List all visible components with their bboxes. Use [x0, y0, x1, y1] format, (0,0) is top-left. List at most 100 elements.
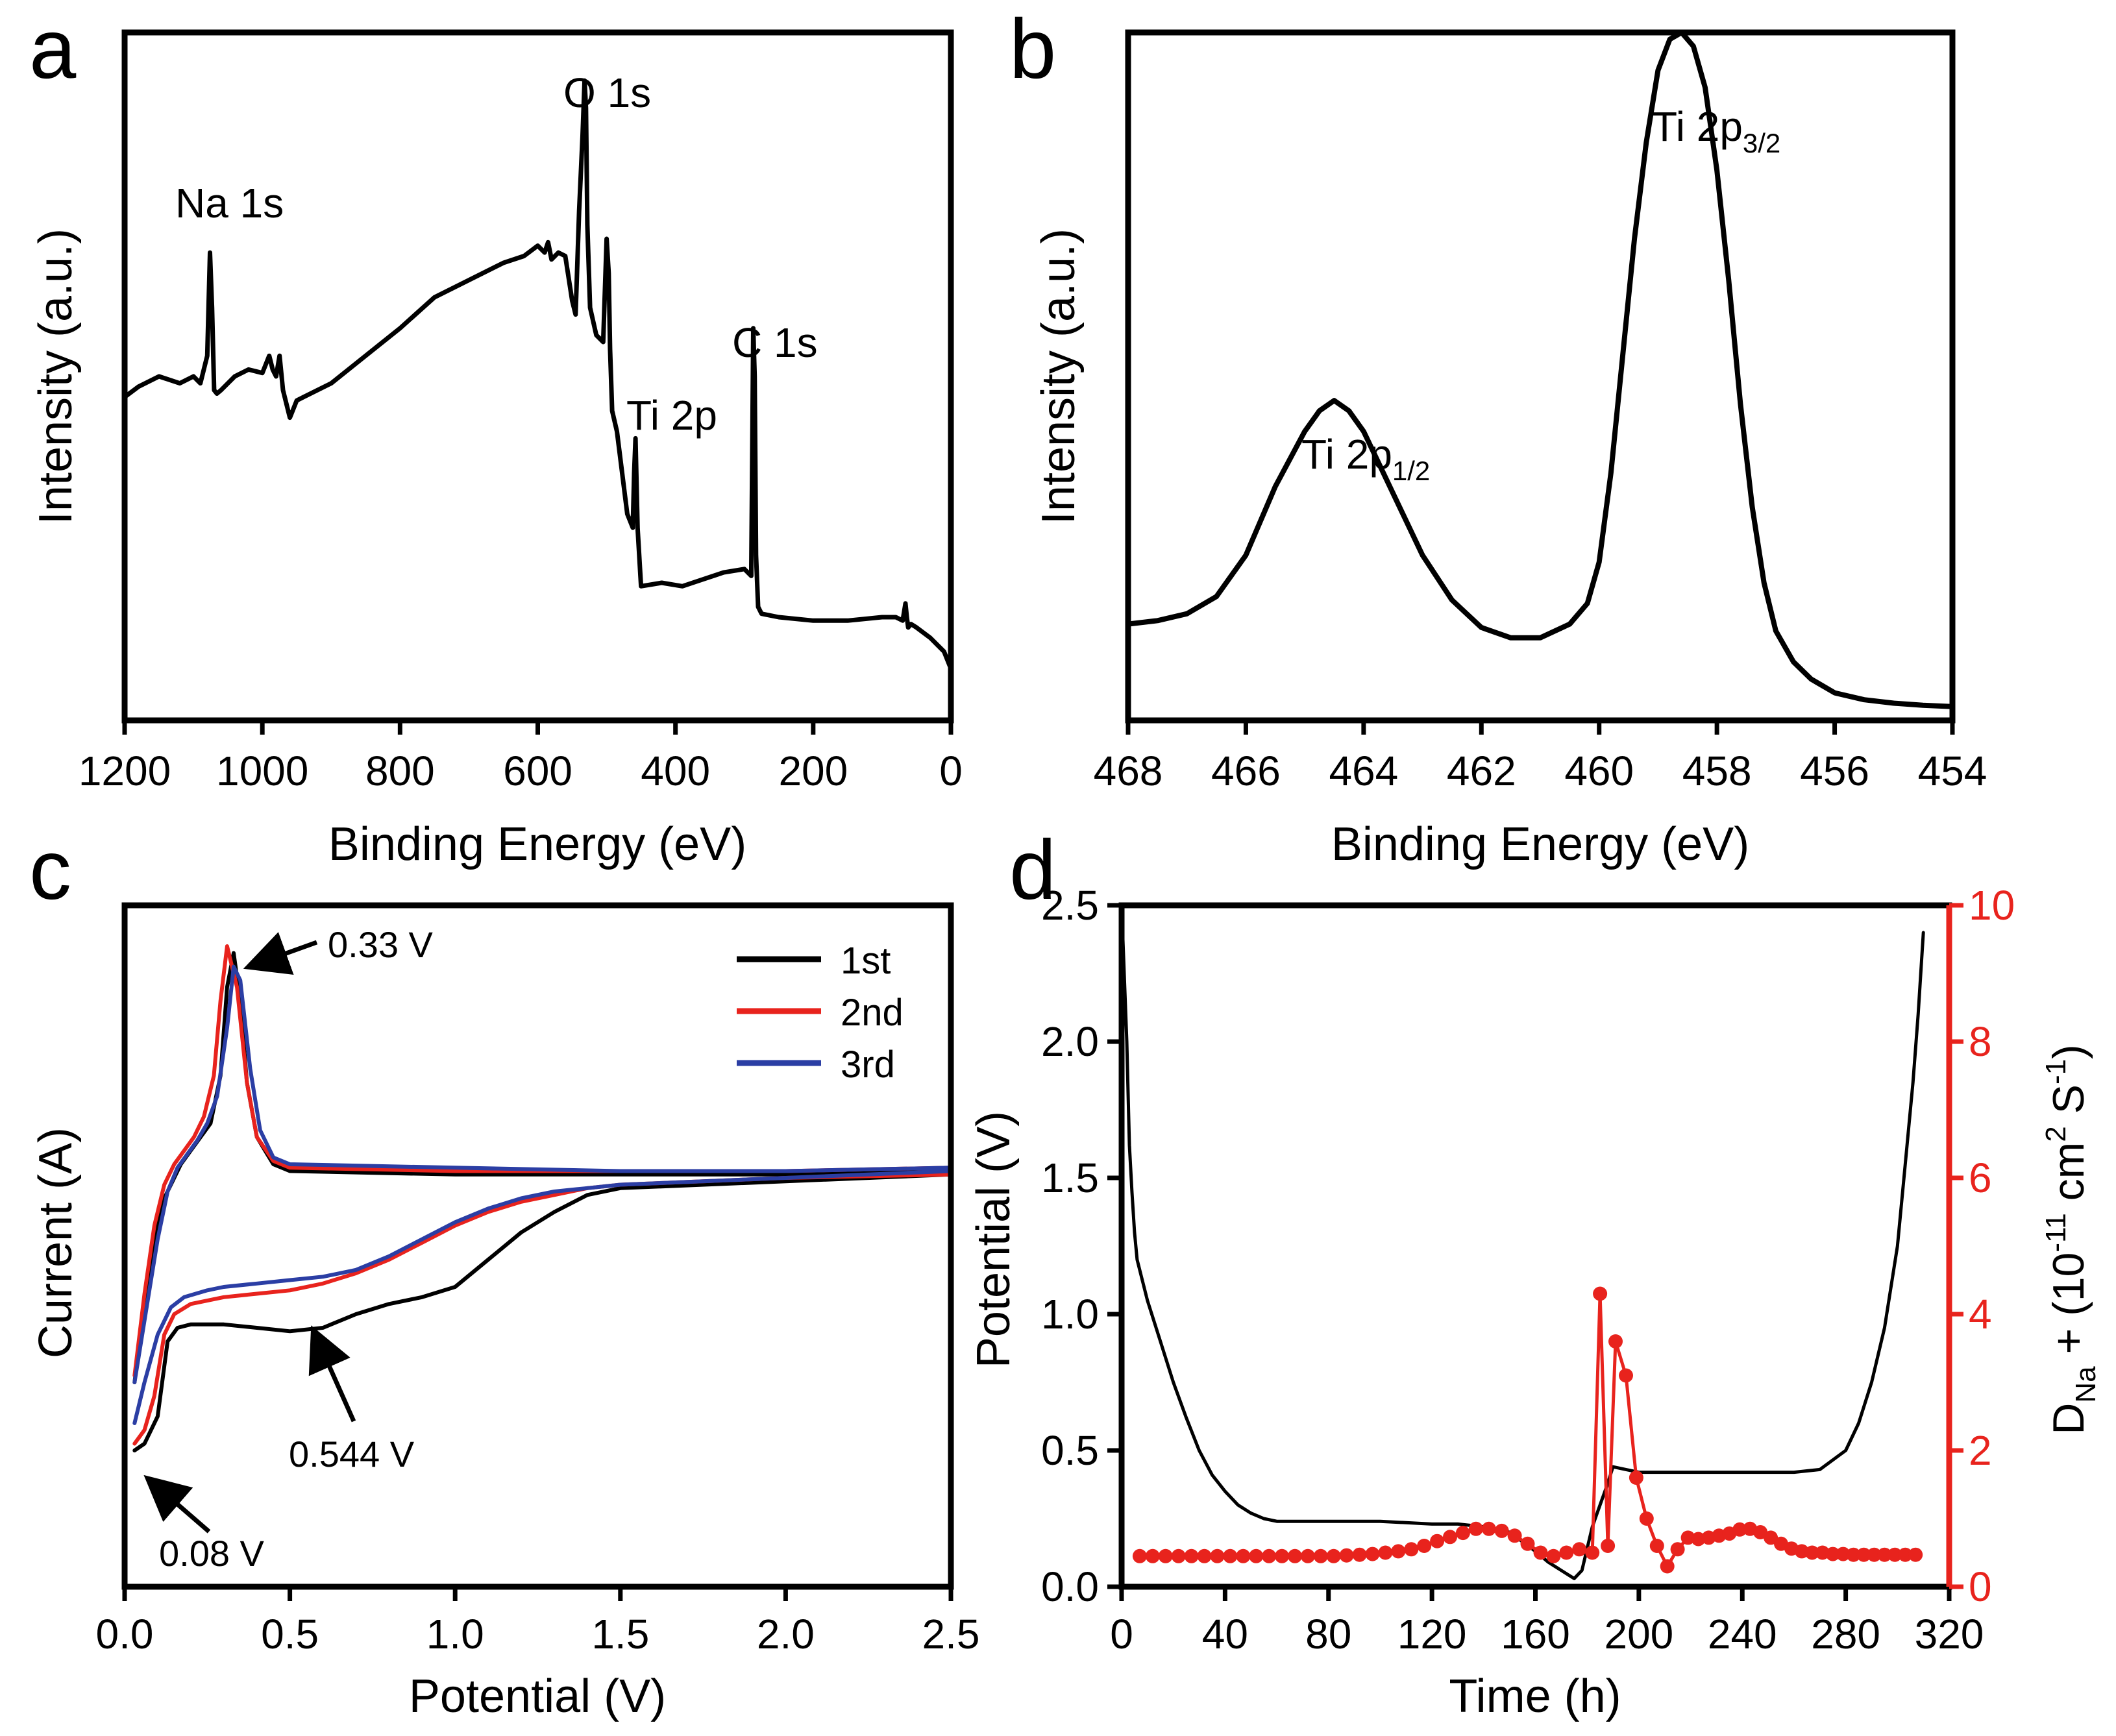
- x-tick-label: 1.5: [591, 1611, 649, 1657]
- data-point-dna: [1249, 1548, 1264, 1563]
- data-point-dna: [1732, 1522, 1747, 1537]
- y-tick-label-right: 4: [1969, 1291, 1992, 1338]
- x-tick-label: 468: [1094, 748, 1163, 794]
- data-point-dna: [1619, 1368, 1633, 1383]
- panel-a: a 1200 1000 800 600 400 200 0 Binding Energy (…: [29, 1, 963, 870]
- data-point-dna: [1378, 1545, 1393, 1560]
- data-point-dna: [1877, 1547, 1892, 1562]
- data-point-dna: [1145, 1548, 1160, 1563]
- annotation-c-1s: C 1s: [732, 319, 818, 366]
- panel-d-y-axis-label: Potential (V): [968, 1111, 1020, 1368]
- data-point-dna: [1572, 1542, 1587, 1557]
- x-tick-label: 454: [1918, 748, 1987, 794]
- right-axis-label-inv: -1: [2040, 1059, 2072, 1084]
- data-point-dna: [1223, 1548, 1238, 1563]
- data-point-dna: [1171, 1548, 1186, 1563]
- data-point-dna: [1670, 1542, 1685, 1557]
- y-tick-label-left: 1.5: [1041, 1155, 1099, 1201]
- right-axis-label-sq: 2: [2040, 1126, 2072, 1142]
- annotation-ti-2p-half: Ti 2p1/2: [1301, 431, 1430, 486]
- panel-a-frame: [121, 29, 954, 724]
- data-point-dna: [1691, 1532, 1706, 1547]
- data-point-dna: [1836, 1547, 1851, 1561]
- data-point-dna: [1455, 1526, 1470, 1541]
- annotation-ti-2p-three-half: Ti 2p3/2: [1652, 103, 1780, 158]
- x-tick-label: 160: [1501, 1611, 1570, 1657]
- panel-d-x-axis-label: Time (h): [1449, 1670, 1621, 1722]
- data-point-dna: [1825, 1547, 1840, 1561]
- annotation-0-33v: 0.33 V: [328, 924, 434, 965]
- series-line-3rd: [132, 964, 953, 1425]
- x-tick-label: 0.5: [261, 1611, 319, 1657]
- data-point-dna: [1326, 1548, 1341, 1563]
- panel-c-y-axis-label: Current (A): [30, 1127, 82, 1358]
- series-line-d-na-: [1138, 1292, 1917, 1568]
- data-point-dna: [1313, 1548, 1328, 1563]
- data-point-dna: [1608, 1334, 1623, 1349]
- annotation-0-08v: 0.08 V: [159, 1533, 265, 1574]
- right-axis-label-exp: -11: [2040, 1213, 2072, 1252]
- x-tick-label: 458: [1682, 748, 1752, 794]
- data-point-dna: [1275, 1548, 1289, 1563]
- x-tick-label: 800: [365, 748, 435, 794]
- data-point-dna: [1288, 1548, 1302, 1563]
- panel-d-ticks: 0 40 80 120 160 200 240 280 3200.00.51.01.52.02.…: [1041, 882, 2015, 1657]
- annotation-o-1s: O 1s: [563, 69, 651, 116]
- panel-b-y-axis-label: Intensity (a.u.): [1033, 228, 1085, 524]
- x-tick-label: 280: [1811, 1611, 1880, 1657]
- panel-b-x-axis-label: Binding Energy (eV): [1331, 818, 1749, 870]
- y-tick-label-left: 0.5: [1041, 1427, 1099, 1474]
- y-tick-label-left: 0.0: [1041, 1563, 1099, 1610]
- x-tick-label: 462: [1447, 748, 1516, 794]
- series-line-potential: [1120, 903, 1925, 1580]
- data-point-dna: [1197, 1548, 1212, 1563]
- data-point-dna: [1804, 1545, 1819, 1560]
- y-tick-label-right: 0: [1969, 1563, 1992, 1610]
- y-tick-label-right: 8: [1969, 1018, 1992, 1065]
- arrow-0-544v: [308, 1325, 356, 1423]
- data-point-dna: [1210, 1548, 1225, 1563]
- data-point-dna: [1507, 1528, 1522, 1543]
- panel-a-x-ticks: 1200 1000 800 600 400 200 0: [79, 720, 963, 794]
- x-tick-label: 456: [1800, 748, 1869, 794]
- panel-c-x-ticks: 0.0 0.5 1.0 1.5 2.0 2.5: [96, 1587, 980, 1657]
- data-point-dna: [1417, 1539, 1432, 1553]
- series-line-ti-2p: [1126, 30, 1955, 709]
- annotation-0-544v: 0.544 V: [289, 1434, 415, 1474]
- x-tick-label: 120: [1397, 1611, 1467, 1657]
- panel-c-legend: 1st 2nd 3rd: [737, 940, 904, 1086]
- data-point-dna: [1236, 1548, 1251, 1563]
- y-tick-label-left: 1.0: [1041, 1291, 1099, 1338]
- arrow-0-08v: [143, 1474, 211, 1534]
- legend-label-1st: 1st: [841, 940, 891, 982]
- panel-b: b 468 466 464 462 460 458 456 454 Binding Energ…: [1009, 1, 1987, 870]
- x-tick-label: 464: [1329, 748, 1398, 794]
- data-point-dna: [1867, 1547, 1882, 1562]
- data-point-dna: [1898, 1547, 1913, 1562]
- panel-a-x-axis-label: Binding Energy (eV): [328, 818, 746, 870]
- x-tick-label: 80: [1305, 1611, 1351, 1657]
- data-point-dna: [1593, 1286, 1608, 1301]
- panel-a-y-axis-label: Intensity (a.u.): [30, 228, 82, 524]
- data-point-dna: [1339, 1548, 1354, 1563]
- data-point-dna: [1430, 1534, 1445, 1548]
- data-point-dna: [1158, 1548, 1173, 1563]
- x-tick-label: 600: [503, 748, 572, 794]
- panel-a-plot-area: [122, 78, 953, 671]
- data-point-dna: [1629, 1471, 1643, 1485]
- panel-c-plot-area: [132, 944, 953, 1452]
- y-tick-label-left: 2.0: [1041, 1018, 1099, 1065]
- x-tick-label: 2.5: [922, 1611, 980, 1657]
- x-tick-label: 466: [1211, 748, 1281, 794]
- data-point-dna: [1352, 1547, 1367, 1562]
- data-point-dna: [1585, 1545, 1600, 1560]
- x-tick-label: 0.0: [96, 1611, 154, 1657]
- x-tick-label: 0: [939, 748, 963, 794]
- data-point-dna: [1601, 1539, 1616, 1553]
- x-tick-label: 400: [641, 748, 710, 794]
- x-tick-label: 0: [1110, 1611, 1133, 1657]
- series-line-xps-survey: [122, 78, 953, 671]
- data-point-dna: [1660, 1559, 1675, 1574]
- y-tick-label-right: 6: [1969, 1155, 1992, 1201]
